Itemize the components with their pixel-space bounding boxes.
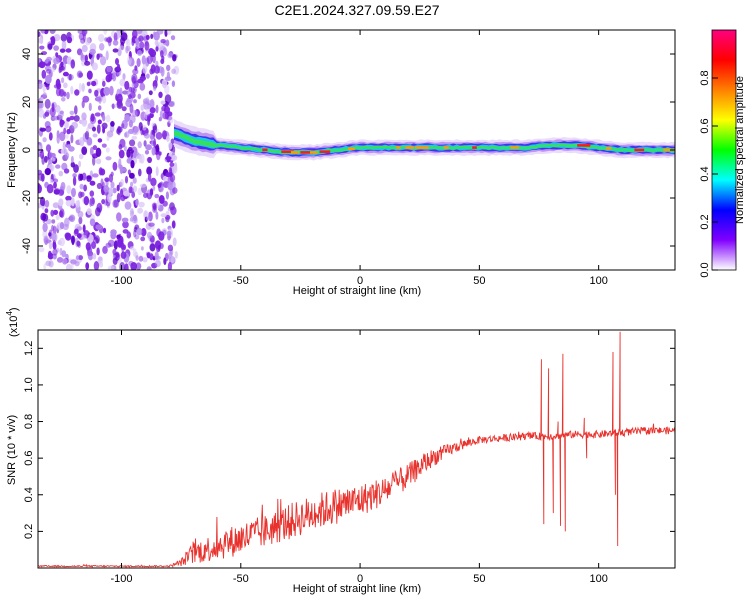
snr-multiplier: (x104) xyxy=(5,307,20,337)
snr-x-label: Height of straight line (km) xyxy=(293,583,421,595)
svg-text:(x104): (x104) xyxy=(5,307,20,337)
spectrogram-image xyxy=(38,30,675,270)
spectrogram-x-tick-label: 0 xyxy=(357,275,363,287)
colorbar-tick-label: 0.8 xyxy=(699,70,711,85)
colorbar-tick-label: 0.6 xyxy=(699,118,711,133)
snr-multiplier-exponent: 4 xyxy=(5,311,14,316)
colorbar: 0.0 0.2 0.4 0.6 0.8 Normalized spectral ampl… xyxy=(699,29,746,278)
spectrogram-x-label: Height of straight line (km) xyxy=(293,285,421,297)
spectrogram-x-ticks: -100 -50 0 50 100 xyxy=(110,30,608,287)
snr-y-tick-label: 0.8 xyxy=(23,414,35,429)
snr-y-ticks: 0.2 0.4 0.6 0.8 1.0 1.2 xyxy=(23,341,675,539)
snr-multiplier-base: (x10 xyxy=(8,316,20,337)
snr-series xyxy=(38,331,675,568)
spectrogram-y-tick-label: 0 xyxy=(21,147,33,153)
snr-x-tick-label: 100 xyxy=(589,573,607,585)
spectrogram-x-tick-label: -50 xyxy=(233,275,249,287)
snr-y-tick-label: 1.2 xyxy=(23,341,35,356)
colorbar-tick-label: 0.4 xyxy=(699,166,711,181)
snr-y-tick-label: 1.0 xyxy=(23,377,35,392)
colorbar-tick-label: 0.0 xyxy=(699,262,711,277)
snr-y-tick-label: 0.6 xyxy=(23,451,35,466)
snr-x-tick-label: -50 xyxy=(233,573,249,585)
snr-panel: -100 -50 0 50 100 0.2 0.4 0.6 0.8 1.0 1.2 Height … xyxy=(5,307,676,595)
colorbar-label: Normalized spectral amplitude xyxy=(734,76,746,224)
spectrogram-x-tick-label: -100 xyxy=(110,275,132,287)
snr-x-ticks: -100 -50 0 50 100 xyxy=(110,330,608,585)
snr-frame xyxy=(37,329,676,569)
colorbar-gradient xyxy=(711,29,737,271)
snr-x-tick-label: 50 xyxy=(473,573,485,585)
spectrogram-y-tick-label: -20 xyxy=(21,190,33,206)
snr-x-tick-label: -100 xyxy=(110,573,132,585)
snr-y-label: SNR (10 * v/v) xyxy=(6,415,18,485)
spectrogram-x-tick-label: 100 xyxy=(589,275,607,287)
spectrogram-y-tick-label: 40 xyxy=(21,48,33,60)
spectrogram-y-ticks: -40 -20 0 20 40 xyxy=(21,48,675,254)
snr-y-tick-label: 0.4 xyxy=(23,487,35,502)
spectrogram-panel: -100 -50 0 50 100 -40 -20 0 20 40 Height of stra… xyxy=(6,29,676,297)
snr-line xyxy=(38,331,675,568)
spectrogram-y-tick-label: -40 xyxy=(21,238,33,254)
snr-y-tick-label: 0.2 xyxy=(23,524,35,539)
snr-x-tick-label: 0 xyxy=(357,573,363,585)
colorbar-ticks: 0.0 0.2 0.4 0.6 0.8 xyxy=(699,70,718,278)
colorbar-tick-label: 0.2 xyxy=(699,214,711,229)
spectrogram-x-tick-label: 50 xyxy=(473,275,485,287)
chart-title: C2E1.2024.327.09.59.E27 xyxy=(274,2,439,18)
spectrogram-y-tick-label: 20 xyxy=(21,96,33,108)
spectrogram-y-label: Frequency (Hz) xyxy=(6,112,18,188)
